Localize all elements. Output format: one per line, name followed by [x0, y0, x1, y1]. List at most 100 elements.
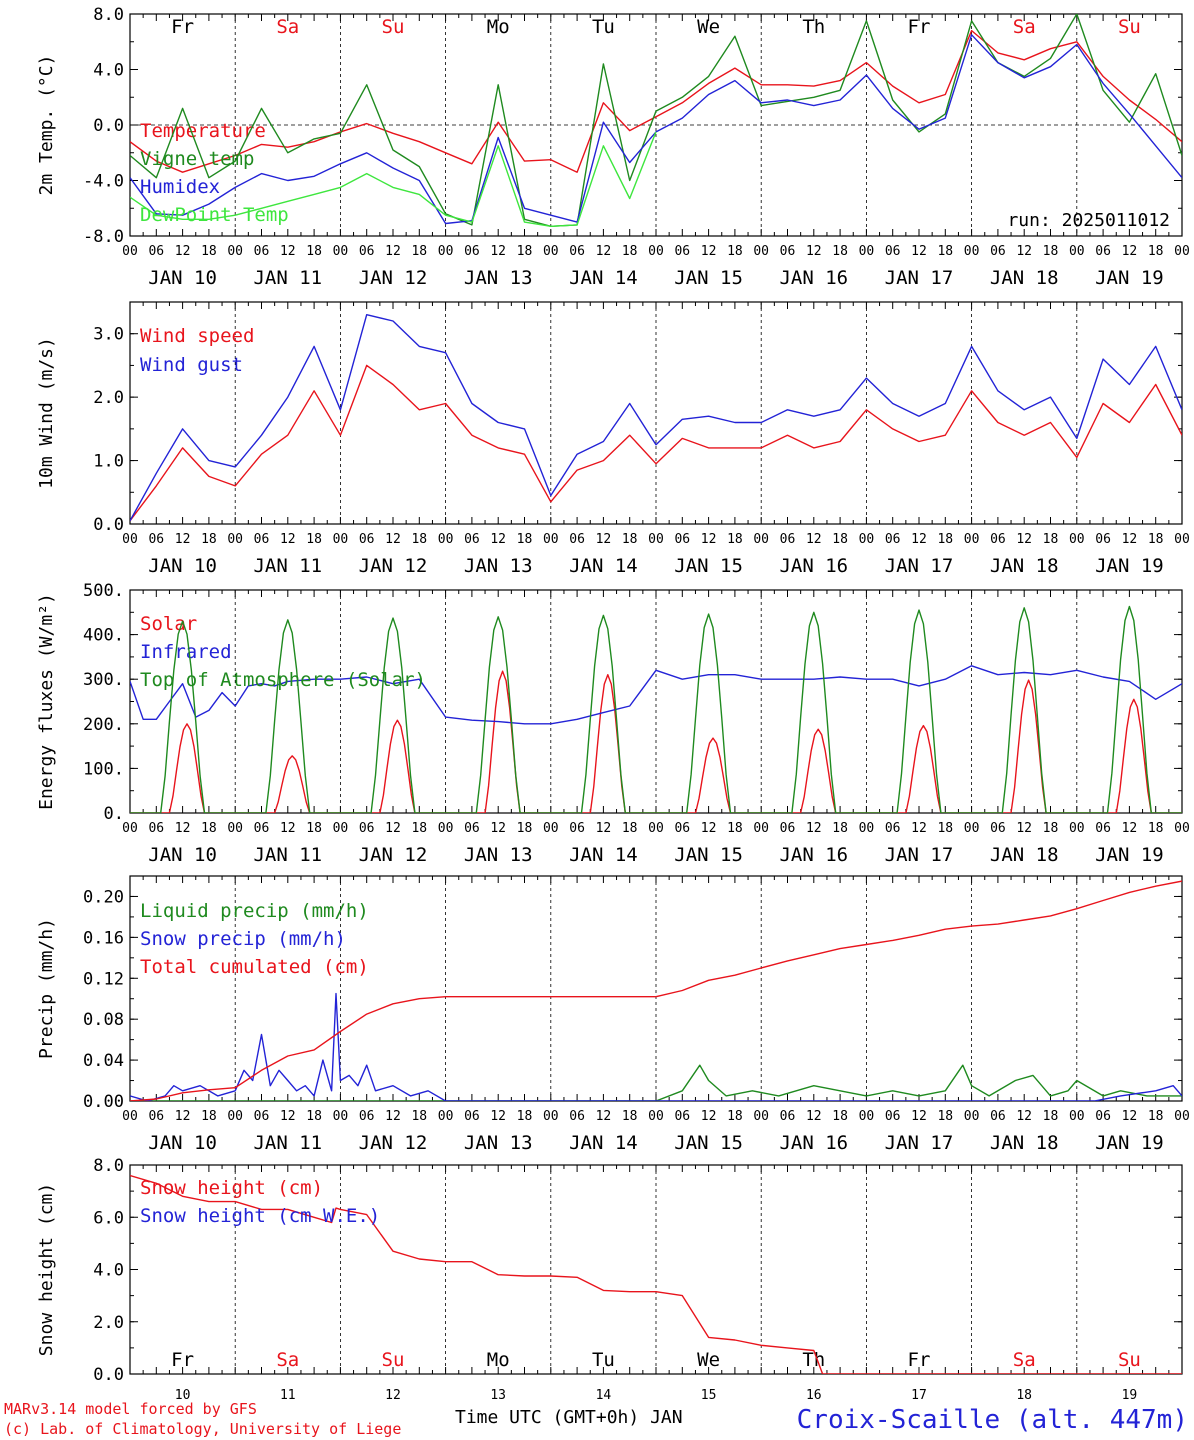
x-hour-label: 18 — [201, 821, 217, 836]
x-hour-label: 06 — [885, 1109, 901, 1124]
plot-frame — [129, 589, 1183, 814]
series-line-top-of-atmosphere-solar — [130, 605, 1182, 813]
x-hour-label: 18 — [727, 1109, 743, 1124]
x-hour-label: 12 — [385, 821, 401, 836]
x-hour-label: 06 — [990, 1109, 1006, 1124]
y-tick-label: 0.00 — [83, 1092, 124, 1112]
x-hour-label: 18 — [411, 1109, 427, 1124]
y-tick-label: 0. — [104, 804, 124, 824]
x-date-label: JAN 14 — [569, 844, 638, 866]
y-tick-label: 0.20 — [83, 887, 124, 907]
x-hour-label: 18 — [411, 821, 427, 836]
x-hour-label: 00 — [964, 1109, 980, 1124]
x-hour-label: 06 — [1095, 1109, 1111, 1124]
panel-energy: 0. 100. 200. 300. 400. 500. Energy fluxes (W/m… — [36, 581, 1190, 866]
x-day-number: 11 — [280, 1388, 296, 1403]
x-hour-label: 12 — [280, 532, 296, 547]
x-date-label: JAN 17 — [885, 844, 954, 866]
x-hour-label: 18 — [937, 1109, 953, 1124]
weekday-label: Sa — [1013, 1349, 1036, 1371]
x-day-number: 19 — [1122, 1388, 1138, 1403]
x-hour-label: 18 — [1043, 1109, 1059, 1124]
x-hour-label: 06 — [780, 244, 796, 259]
x-hour-label: 00 — [1174, 532, 1190, 547]
x-hour-label: 00 — [1174, 244, 1190, 259]
x-hour-label: 06 — [148, 244, 164, 259]
weekday-label: We — [697, 1349, 720, 1371]
x-hour-label: 06 — [359, 1109, 375, 1124]
x-date-label: JAN 15 — [674, 1132, 743, 1154]
y-axis-title: Energy fluxes (W/m²) — [36, 593, 57, 810]
x-hour-label: 06 — [359, 244, 375, 259]
x-hour-label: 12 — [596, 821, 612, 836]
x-date-label: JAN 16 — [779, 555, 848, 577]
y-tick-label: 400. — [83, 626, 124, 646]
x-hour-label: 12 — [175, 532, 191, 547]
x-hour-label: 06 — [254, 821, 270, 836]
x-hour-label: 18 — [727, 244, 743, 259]
series-line-wind-gust — [130, 314, 1182, 522]
x-hour-label: 18 — [306, 1109, 322, 1124]
y-tick-label: 8.0 — [93, 5, 124, 25]
x-day-number: 13 — [490, 1388, 506, 1403]
x-hour-label: 06 — [674, 532, 690, 547]
x-hour-label: 00 — [859, 244, 875, 259]
x-hour-label: 12 — [175, 1109, 191, 1124]
x-hour-label: 18 — [937, 244, 953, 259]
x-date-label: JAN 17 — [885, 267, 954, 289]
x-hour-label: 12 — [806, 244, 822, 259]
x-hour-label: 12 — [911, 1109, 927, 1124]
panel-temperature: -8.0 -4.0 0.0 4.0 8.0 2m Temp. (°C) 00 06 12 18 JA… — [36, 5, 1190, 289]
y-tick-label: 0.0 — [93, 515, 124, 535]
x-date-label: JAN 14 — [569, 1132, 638, 1154]
weekday-label: Tu — [592, 1349, 615, 1371]
x-date-label: JAN 15 — [674, 267, 743, 289]
x-hour-label: 18 — [306, 532, 322, 547]
x-hour-label: 00 — [227, 532, 243, 547]
x-hour-label: 18 — [517, 532, 533, 547]
x-hour-label: 00 — [753, 821, 769, 836]
x-date-label: JAN 18 — [990, 844, 1059, 866]
weekday-label: Mo — [487, 16, 510, 38]
x-date-label: JAN 19 — [1095, 1132, 1164, 1154]
legend-entry: Total cumulated (cm) — [140, 956, 369, 978]
x-hour-label: 06 — [254, 532, 270, 547]
x-hour-label: 12 — [1016, 532, 1032, 547]
x-hour-label: 12 — [701, 532, 717, 547]
x-hour-label: 18 — [201, 1109, 217, 1124]
panel-snow: 0.0 2.0 4.0 6.0 8.0 Snow height (cm) 10 11 12 13 1… — [36, 1156, 1183, 1403]
x-hour-label: 06 — [885, 532, 901, 547]
x-hour-label: 06 — [674, 244, 690, 259]
x-day-number: 18 — [1016, 1388, 1032, 1403]
x-hour-label: 06 — [780, 1109, 796, 1124]
x-hour-label: 18 — [517, 1109, 533, 1124]
x-date-label: JAN 19 — [1095, 267, 1164, 289]
x-hour-label: 06 — [569, 821, 585, 836]
x-hour-label: 00 — [648, 244, 664, 259]
y-tick-label: 200. — [83, 715, 124, 735]
x-hour-label: 12 — [701, 244, 717, 259]
y-axis-title: 10m Wind (m/s) — [36, 337, 57, 489]
x-hour-label: 00 — [648, 1109, 664, 1124]
x-date-label: JAN 10 — [148, 267, 217, 289]
x-hour-label: 12 — [911, 532, 927, 547]
x-date-label: JAN 15 — [674, 844, 743, 866]
x-hour-label: 00 — [1069, 1109, 1085, 1124]
x-hour-label: 00 — [438, 532, 454, 547]
x-hour-label: 00 — [859, 532, 875, 547]
y-tick-label: 3.0 — [93, 325, 124, 345]
run-annotation: run: 2025011012 — [1007, 210, 1170, 231]
x-hour-label: 06 — [1095, 821, 1111, 836]
x-hour-label: 06 — [990, 244, 1006, 259]
x-hour-label: 00 — [1069, 244, 1085, 259]
x-hour-label: 00 — [964, 532, 980, 547]
y-tick-label: 0.12 — [83, 969, 124, 989]
x-hour-label: 18 — [1148, 244, 1164, 259]
x-hour-label: 12 — [701, 821, 717, 836]
legend-entry: Snow height (cm) — [140, 1177, 323, 1199]
x-hour-label: 18 — [622, 1109, 638, 1124]
x-hour-label: 18 — [937, 821, 953, 836]
x-date-label: JAN 16 — [779, 1132, 848, 1154]
x-date-label: JAN 12 — [359, 267, 428, 289]
